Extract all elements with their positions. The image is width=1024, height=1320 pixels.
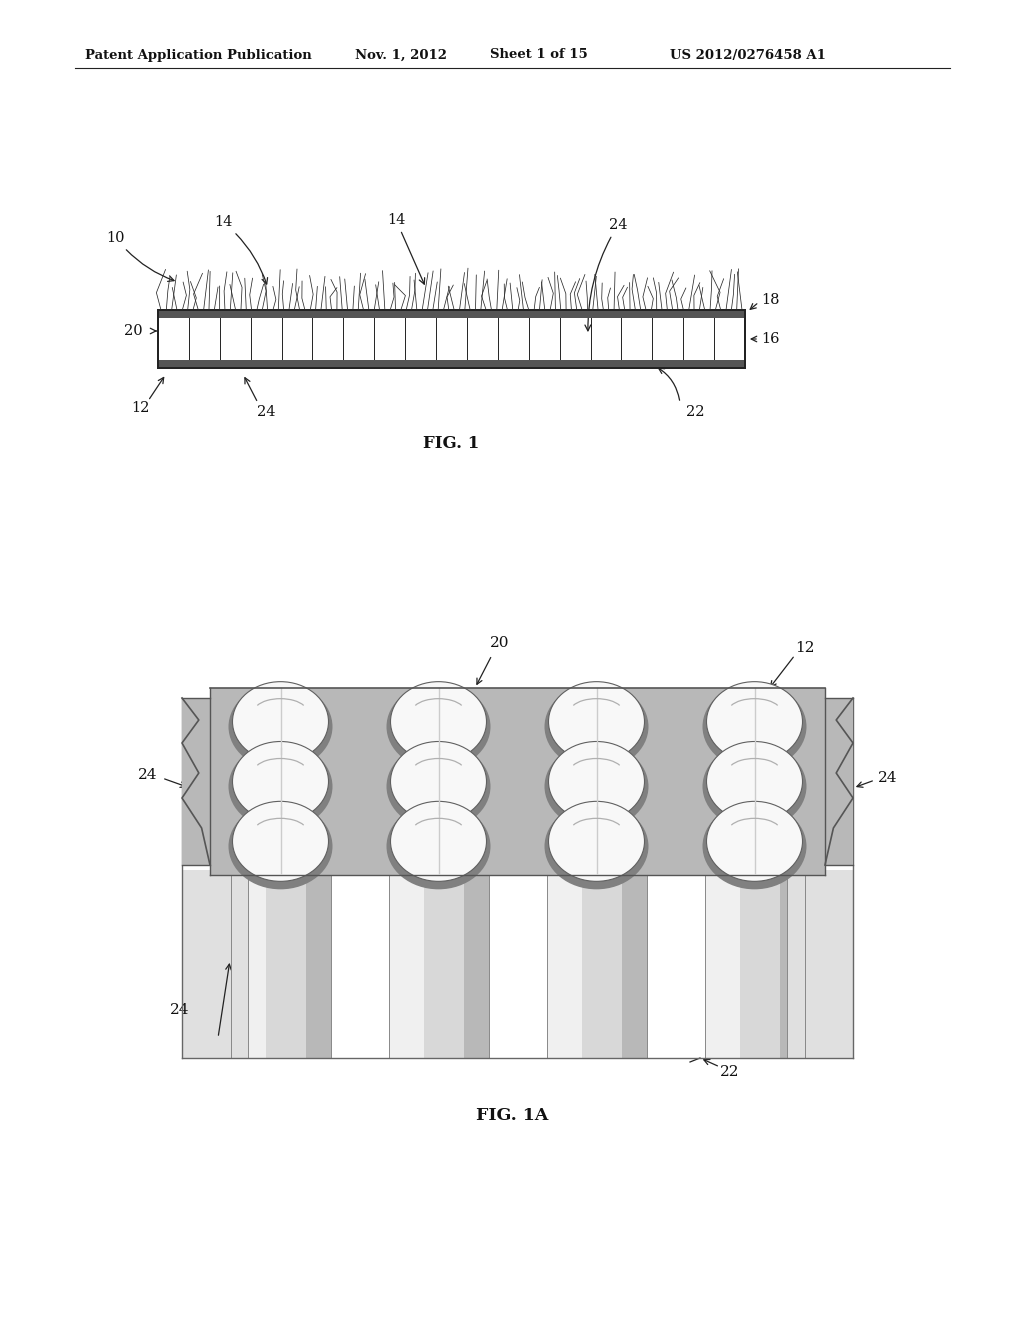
Ellipse shape: [386, 804, 490, 890]
Ellipse shape: [228, 804, 333, 890]
Ellipse shape: [232, 681, 329, 762]
Text: 20: 20: [490, 636, 510, 649]
Ellipse shape: [702, 804, 807, 890]
Text: 12: 12: [131, 401, 150, 414]
Text: 24: 24: [257, 405, 275, 418]
Text: 24: 24: [878, 771, 897, 785]
Bar: [582, 870, 622, 1059]
Ellipse shape: [702, 684, 807, 770]
Ellipse shape: [707, 801, 803, 882]
Ellipse shape: [386, 684, 490, 770]
Ellipse shape: [232, 742, 329, 821]
Bar: [182, 870, 248, 1059]
Ellipse shape: [228, 743, 333, 829]
Bar: [230, 870, 265, 1059]
Bar: [787, 870, 853, 1059]
Bar: [388, 870, 424, 1059]
Bar: [705, 870, 739, 1059]
Bar: [464, 870, 488, 1059]
Ellipse shape: [549, 801, 644, 882]
Ellipse shape: [545, 804, 648, 890]
Bar: [305, 870, 331, 1059]
Text: 22: 22: [686, 405, 705, 418]
Bar: [158, 310, 745, 318]
Text: 14: 14: [214, 215, 267, 284]
Ellipse shape: [549, 742, 644, 821]
Ellipse shape: [549, 681, 644, 762]
Text: 14: 14: [387, 213, 425, 284]
Ellipse shape: [390, 681, 486, 762]
Bar: [779, 870, 805, 1059]
Bar: [547, 870, 582, 1059]
Ellipse shape: [390, 742, 486, 821]
Bar: [210, 688, 825, 875]
Bar: [622, 870, 646, 1059]
Ellipse shape: [702, 743, 807, 829]
Bar: [158, 310, 745, 368]
Text: 24: 24: [585, 218, 628, 331]
Bar: [265, 870, 305, 1059]
Text: US 2012/0276458 A1: US 2012/0276458 A1: [670, 49, 826, 62]
Bar: [424, 870, 464, 1059]
Ellipse shape: [545, 743, 648, 829]
Text: 10: 10: [106, 231, 174, 281]
Ellipse shape: [386, 743, 490, 829]
Ellipse shape: [232, 801, 329, 882]
Bar: [182, 698, 210, 865]
Text: 20: 20: [124, 323, 143, 338]
Text: Sheet 1 of 15: Sheet 1 of 15: [490, 49, 588, 62]
Ellipse shape: [390, 801, 486, 882]
Bar: [739, 870, 779, 1059]
Text: Nov. 1, 2012: Nov. 1, 2012: [355, 49, 447, 62]
Text: 22: 22: [720, 1065, 739, 1078]
Text: 24: 24: [170, 1003, 189, 1016]
Bar: [158, 360, 745, 368]
Text: Patent Application Publication: Patent Application Publication: [85, 49, 311, 62]
Ellipse shape: [228, 684, 333, 770]
Text: 24: 24: [138, 768, 158, 781]
Ellipse shape: [707, 681, 803, 762]
Bar: [825, 698, 853, 865]
Text: 16: 16: [761, 333, 779, 346]
Text: 12: 12: [795, 642, 814, 655]
Text: FIG. 1: FIG. 1: [423, 434, 479, 451]
Text: FIG. 1A: FIG. 1A: [476, 1106, 548, 1123]
Ellipse shape: [545, 684, 648, 770]
Ellipse shape: [707, 742, 803, 821]
Text: 18: 18: [761, 293, 779, 308]
